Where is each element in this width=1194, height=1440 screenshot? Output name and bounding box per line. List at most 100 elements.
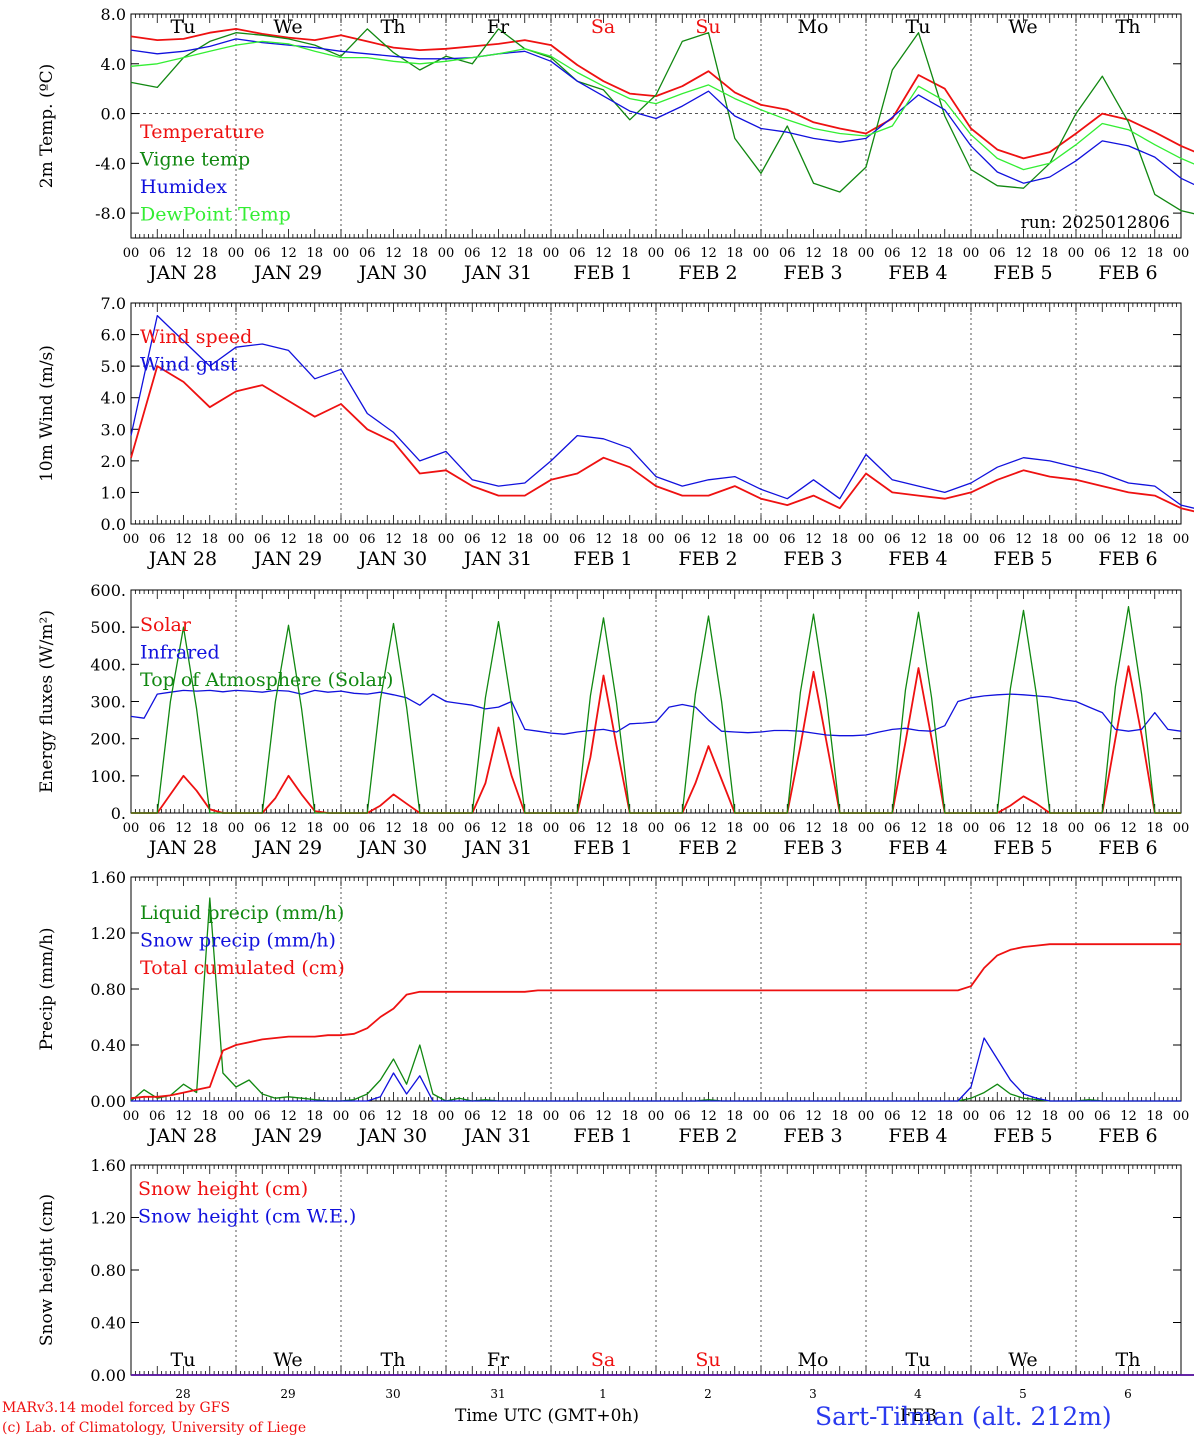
date-label: FEB 6 [1098, 548, 1157, 570]
y-tick-label: 1.20 [90, 924, 126, 943]
date-label: JAN 28 [147, 837, 217, 859]
hour-label: 12 [1120, 1109, 1137, 1124]
hour-label: 18 [516, 532, 533, 547]
y-tick-label: 0.00 [90, 1092, 126, 1111]
date-label: JAN 29 [252, 262, 322, 284]
date-label: FEB 2 [678, 1125, 737, 1147]
day-number: 30 [385, 1387, 400, 1401]
hour-label: 12 [700, 246, 717, 261]
y-tick-label: 8.0 [101, 5, 126, 24]
y-tick-label: 6.0 [101, 326, 126, 345]
hour-label: 00 [1068, 1109, 1085, 1124]
hour-label: 12 [910, 246, 927, 261]
hour-label: 00 [858, 246, 875, 261]
legend-entry: Liquid precip (mm/h) [140, 902, 344, 924]
hour-label: 06 [254, 246, 271, 261]
hour-label: 00 [1173, 1109, 1190, 1124]
date-label: JAN 29 [252, 548, 322, 570]
hour-label: 12 [280, 821, 297, 836]
day-abbr: Tu [906, 16, 931, 38]
legend-entry: Solar [140, 614, 192, 636]
hour-label: 18 [201, 246, 218, 261]
hour-label: 06 [149, 821, 166, 836]
hour-label: 18 [411, 246, 428, 261]
date-label: FEB 3 [783, 837, 842, 859]
y-tick-label: 0.80 [90, 1261, 126, 1280]
hour-label: 06 [149, 246, 166, 261]
hour-label: 18 [726, 246, 743, 261]
day-abbr: We [1008, 1349, 1037, 1371]
day-abbr: Fr [487, 1349, 510, 1371]
hour-label: 18 [516, 246, 533, 261]
hour-label: 00 [333, 246, 350, 261]
date-label: FEB 3 [783, 1125, 842, 1147]
hour-label: 06 [779, 532, 796, 547]
day-number: 31 [490, 1387, 505, 1401]
hour-label: 12 [700, 532, 717, 547]
hour-label: 12 [700, 821, 717, 836]
date-label: FEB 6 [1098, 262, 1157, 284]
hour-label: 18 [516, 821, 533, 836]
hour-label: 06 [569, 821, 586, 836]
hour-label: 06 [674, 532, 691, 547]
hour-label: 00 [648, 246, 665, 261]
hour-label: 12 [385, 1109, 402, 1124]
series-line-4 [130, 40, 1194, 171]
day-abbr: Th [381, 1349, 406, 1371]
hour-label: 12 [1015, 246, 1032, 261]
hour-label: 00 [1068, 821, 1085, 836]
hour-label: 00 [963, 246, 980, 261]
day-abbr: Th [381, 16, 406, 38]
date-label: FEB 1 [573, 548, 632, 570]
hour-label: 12 [1120, 821, 1137, 836]
hour-label: 00 [438, 532, 455, 547]
panel-4 [130, 876, 1182, 1102]
day-abbr: Mo [798, 16, 829, 38]
day-abbr: We [1008, 16, 1037, 38]
hour-label: 18 [411, 1109, 428, 1124]
date-label: JAN 31 [462, 262, 532, 284]
hour-label: 06 [989, 532, 1006, 547]
hour-label: 18 [621, 246, 638, 261]
model-credit: MARv3.14 model forced by GFS [2, 1400, 231, 1416]
hour-label: 18 [1146, 821, 1163, 836]
day-abbr: Th [1116, 1349, 1141, 1371]
series-line-2 [130, 314, 1194, 509]
hour-label: 18 [516, 1109, 533, 1124]
hour-label: 12 [490, 246, 507, 261]
hour-label: 12 [1015, 821, 1032, 836]
hour-label: 12 [805, 821, 822, 836]
hour-label: 00 [963, 532, 980, 547]
date-label: JAN 29 [252, 1125, 322, 1147]
date-label: JAN 31 [462, 1125, 532, 1147]
date-label: JAN 29 [252, 837, 322, 859]
hour-label: 18 [621, 532, 638, 547]
hour-label: 06 [884, 821, 901, 836]
date-label: JAN 30 [357, 837, 427, 859]
hour-label: 18 [621, 1109, 638, 1124]
hour-label: 18 [831, 532, 848, 547]
hour-label: 00 [123, 821, 140, 836]
hour-label: 00 [753, 1109, 770, 1124]
hour-label: 00 [543, 821, 560, 836]
hour-label: 18 [1041, 246, 1058, 261]
hour-label: 18 [1146, 246, 1163, 261]
hour-label: 12 [910, 532, 927, 547]
lab-credit: (c) Lab. of Climatology, University of L… [2, 1420, 307, 1436]
series-line-3 [130, 38, 1194, 186]
hour-label: 18 [306, 821, 323, 836]
hour-label: 18 [936, 1109, 953, 1124]
hour-label: 06 [464, 532, 481, 547]
hour-label: 18 [831, 246, 848, 261]
y-tick-label: -4.0 [95, 154, 126, 173]
hour-label: 12 [595, 1109, 612, 1124]
hour-label: 06 [569, 1109, 586, 1124]
hour-label: 06 [989, 1109, 1006, 1124]
hour-label: 00 [1173, 532, 1190, 547]
series-line-2 [130, 689, 1182, 737]
hour-label: 12 [280, 1109, 297, 1124]
hour-label: 18 [411, 821, 428, 836]
hour-label: 12 [490, 821, 507, 836]
legend-entry: Humidex [140, 176, 227, 198]
legend-entry: DewPoint Temp [140, 204, 291, 226]
